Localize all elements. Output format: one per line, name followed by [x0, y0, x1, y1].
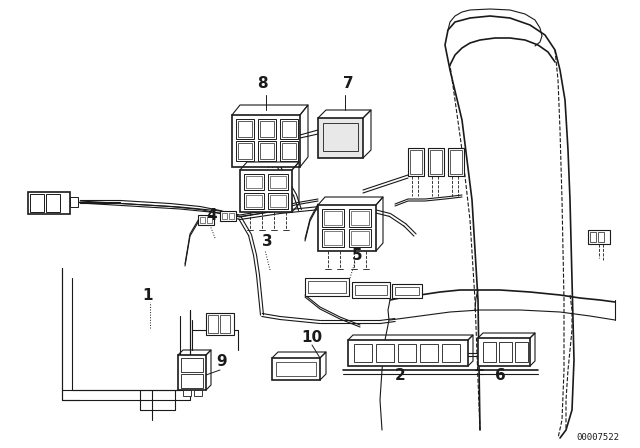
Bar — [280, 141, 298, 161]
Bar — [30, 194, 44, 212]
Bar — [70, 197, 78, 207]
Bar — [430, 150, 442, 174]
Bar — [448, 148, 464, 176]
Bar — [410, 150, 422, 174]
Bar — [392, 284, 422, 298]
Text: 5: 5 — [352, 247, 362, 263]
Bar — [240, 170, 292, 212]
Text: 2: 2 — [395, 367, 405, 383]
Bar — [260, 143, 274, 159]
Bar — [282, 143, 296, 159]
Bar — [483, 342, 496, 362]
Bar — [515, 342, 528, 362]
Bar — [208, 315, 218, 333]
Bar — [428, 148, 444, 176]
Bar — [408, 148, 424, 176]
Text: 3: 3 — [262, 234, 272, 250]
Bar — [222, 213, 227, 219]
Bar — [268, 174, 288, 190]
Bar — [46, 194, 60, 212]
Bar — [323, 123, 358, 151]
Bar — [322, 229, 344, 247]
Bar — [588, 230, 610, 244]
Bar — [318, 205, 376, 251]
Bar — [258, 141, 276, 161]
Bar — [324, 231, 342, 245]
Bar — [268, 193, 288, 209]
Bar — [305, 278, 349, 296]
Text: 4: 4 — [207, 208, 218, 224]
Bar — [220, 315, 230, 333]
Bar — [282, 121, 296, 137]
Bar — [181, 374, 203, 388]
Bar — [244, 174, 264, 190]
Bar — [398, 344, 416, 362]
Text: 9: 9 — [217, 354, 227, 370]
Bar — [318, 118, 363, 158]
Text: 6: 6 — [495, 367, 506, 383]
Bar — [450, 150, 462, 174]
Bar — [229, 213, 234, 219]
Bar — [349, 209, 371, 227]
Bar — [590, 232, 596, 242]
Bar — [354, 344, 372, 362]
Bar — [376, 344, 394, 362]
Bar — [181, 358, 203, 372]
Bar — [272, 358, 320, 380]
Bar — [28, 192, 70, 214]
Bar — [308, 281, 346, 293]
Text: 10: 10 — [301, 329, 323, 345]
Bar — [236, 119, 254, 139]
Bar — [258, 119, 276, 139]
Bar — [244, 193, 264, 209]
Bar — [246, 176, 262, 188]
Bar — [178, 355, 206, 390]
Bar — [183, 390, 191, 396]
Bar — [207, 217, 212, 223]
Bar — [324, 211, 342, 225]
Text: 7: 7 — [342, 77, 353, 91]
Bar — [232, 115, 300, 167]
Bar — [395, 287, 419, 295]
Bar — [598, 232, 604, 242]
Bar — [351, 231, 369, 245]
Bar — [236, 141, 254, 161]
Bar — [194, 390, 202, 396]
Text: 00007522: 00007522 — [577, 434, 620, 443]
Bar — [349, 229, 371, 247]
Bar — [270, 176, 286, 188]
Bar — [280, 119, 298, 139]
Bar — [351, 211, 369, 225]
Bar — [499, 342, 512, 362]
Bar — [198, 215, 214, 225]
Text: 1: 1 — [143, 288, 153, 302]
Bar — [352, 282, 390, 298]
Bar — [238, 121, 252, 137]
Bar — [355, 285, 387, 295]
Bar — [206, 313, 234, 335]
Bar — [270, 195, 286, 207]
Bar — [478, 338, 530, 366]
Bar — [220, 211, 236, 221]
Bar — [322, 209, 344, 227]
Bar — [246, 195, 262, 207]
Text: 8: 8 — [257, 77, 268, 91]
Bar — [200, 217, 205, 223]
Bar — [442, 344, 460, 362]
Bar — [420, 344, 438, 362]
Bar — [238, 143, 252, 159]
Bar — [276, 362, 316, 376]
Bar — [260, 121, 274, 137]
Bar — [348, 340, 468, 366]
